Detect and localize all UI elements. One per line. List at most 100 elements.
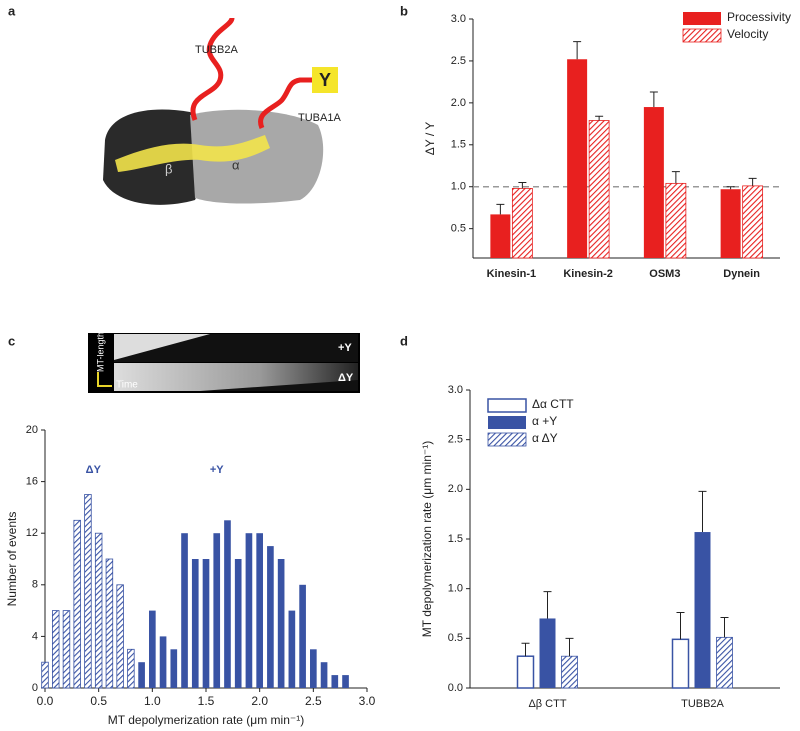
x-tick-label: Δβ CTT <box>528 698 566 710</box>
histogram-bar <box>234 559 242 688</box>
bar <box>671 638 690 689</box>
legend-swatch <box>682 28 722 43</box>
bar <box>720 189 741 258</box>
legend-label: Velocity <box>727 27 768 41</box>
y-axis-label: ΔY / Y <box>423 122 437 156</box>
error-bar <box>720 616 729 638</box>
y-tick-label: 3.0 <box>448 384 463 396</box>
error-bar <box>726 186 735 190</box>
histogram-bar <box>267 546 274 688</box>
histogram-bar <box>342 675 349 688</box>
y-tick-label: 0.0 <box>448 682 463 694</box>
error-bar <box>649 91 658 108</box>
histogram-bar <box>159 636 167 688</box>
y-tick-label: 20 <box>26 424 38 436</box>
y-tick-label: 12 <box>26 527 38 539</box>
histogram-bar <box>170 649 178 688</box>
legend-label: α +Y <box>532 414 557 428</box>
kymograph-signal <box>114 334 210 360</box>
bar <box>539 618 556 688</box>
histogram-bar <box>181 533 188 688</box>
legend-swatch <box>487 432 527 447</box>
kymograph-row-label: ΔY <box>338 372 354 384</box>
annotation: +Y <box>210 464 224 476</box>
histogram-bar <box>149 610 156 688</box>
subunit-label: α <box>232 157 240 172</box>
histogram-bar <box>320 662 328 688</box>
histogram-bar <box>138 662 145 688</box>
x-axis-label: MT depolymerization rate (μm min⁻¹) <box>108 713 304 727</box>
helix <box>115 135 270 172</box>
x-tick-label: 2.0 <box>251 694 268 708</box>
x-tick-label: Dynein <box>723 268 760 280</box>
y-tick-label: 8 <box>32 579 38 591</box>
kymograph-row-label: +Y <box>338 342 352 354</box>
legend-label: α ΔY <box>532 431 558 445</box>
x-tick-label: OSM3 <box>649 268 680 280</box>
bar <box>490 214 511 258</box>
x-tick-label: Kinesin-2 <box>563 268 613 280</box>
histogram-bar <box>299 584 306 688</box>
kymograph-axis: Time <box>116 380 138 391</box>
histogram-bar <box>202 559 210 688</box>
panel-label: c <box>8 333 15 348</box>
bar <box>561 655 578 689</box>
histogram-bar <box>105 558 114 689</box>
bar <box>742 185 764 259</box>
panel-label: a <box>8 3 16 18</box>
histogram-bar <box>213 533 221 688</box>
scale-bar <box>97 372 112 387</box>
histogram-bar <box>310 649 317 688</box>
histogram-bar <box>84 494 92 689</box>
y-tick-label: 1.5 <box>448 533 463 545</box>
bar <box>716 636 733 689</box>
y-tick-label: 1.0 <box>451 181 466 193</box>
bar <box>516 655 535 689</box>
histogram-bar <box>191 559 199 688</box>
y-tick-label: 0.5 <box>448 632 463 644</box>
error-bar <box>595 115 604 121</box>
legend-swatch <box>683 12 721 25</box>
y-tick-label: 0 <box>32 682 38 694</box>
panel-label: b <box>400 3 408 18</box>
kymograph-signal <box>200 380 358 391</box>
tail <box>190 17 235 121</box>
y-tick-label: 2.0 <box>448 483 463 495</box>
kymograph-axis: MT-length <box>95 332 105 372</box>
x-tick-label: 1.5 <box>198 694 215 708</box>
bar <box>694 532 711 688</box>
histogram-bar <box>116 584 124 689</box>
x-tick-label: 2.5 <box>305 694 322 708</box>
subunit-label: β <box>165 161 172 176</box>
histogram-bar <box>245 533 253 688</box>
legend-label: Processivity <box>727 10 791 24</box>
legend-label: Δα CTT <box>532 397 574 411</box>
error-bar <box>565 637 574 657</box>
bar <box>567 59 588 259</box>
legend-swatch <box>488 416 526 429</box>
histogram-bar <box>127 648 135 689</box>
x-tick-label: 0.0 <box>37 694 54 708</box>
error-bar <box>671 171 680 184</box>
error-bar <box>518 182 527 189</box>
y-tick-label: 3.0 <box>451 13 466 25</box>
legend-swatch <box>487 398 527 413</box>
histogram-bar <box>277 559 285 688</box>
histogram-bar <box>73 519 81 689</box>
x-tick-label: 0.5 <box>90 694 107 708</box>
histogram-bar <box>41 661 49 689</box>
bar <box>511 187 533 259</box>
tail <box>258 77 312 129</box>
y-tick-label: 1.5 <box>451 139 466 151</box>
tail-label: TUBA1A <box>298 112 341 124</box>
y-tick-label: 16 <box>26 476 38 488</box>
y-axis-label: Number of events <box>5 512 19 607</box>
panel-label: d <box>400 333 408 348</box>
kymograph: MT-length Time +Y ΔY <box>88 332 360 393</box>
y-tick-label: 2.5 <box>448 434 463 446</box>
bar <box>643 107 664 258</box>
error-bar <box>748 177 757 186</box>
x-tick-label: 3.0 <box>359 694 376 708</box>
error-bar <box>676 612 685 640</box>
